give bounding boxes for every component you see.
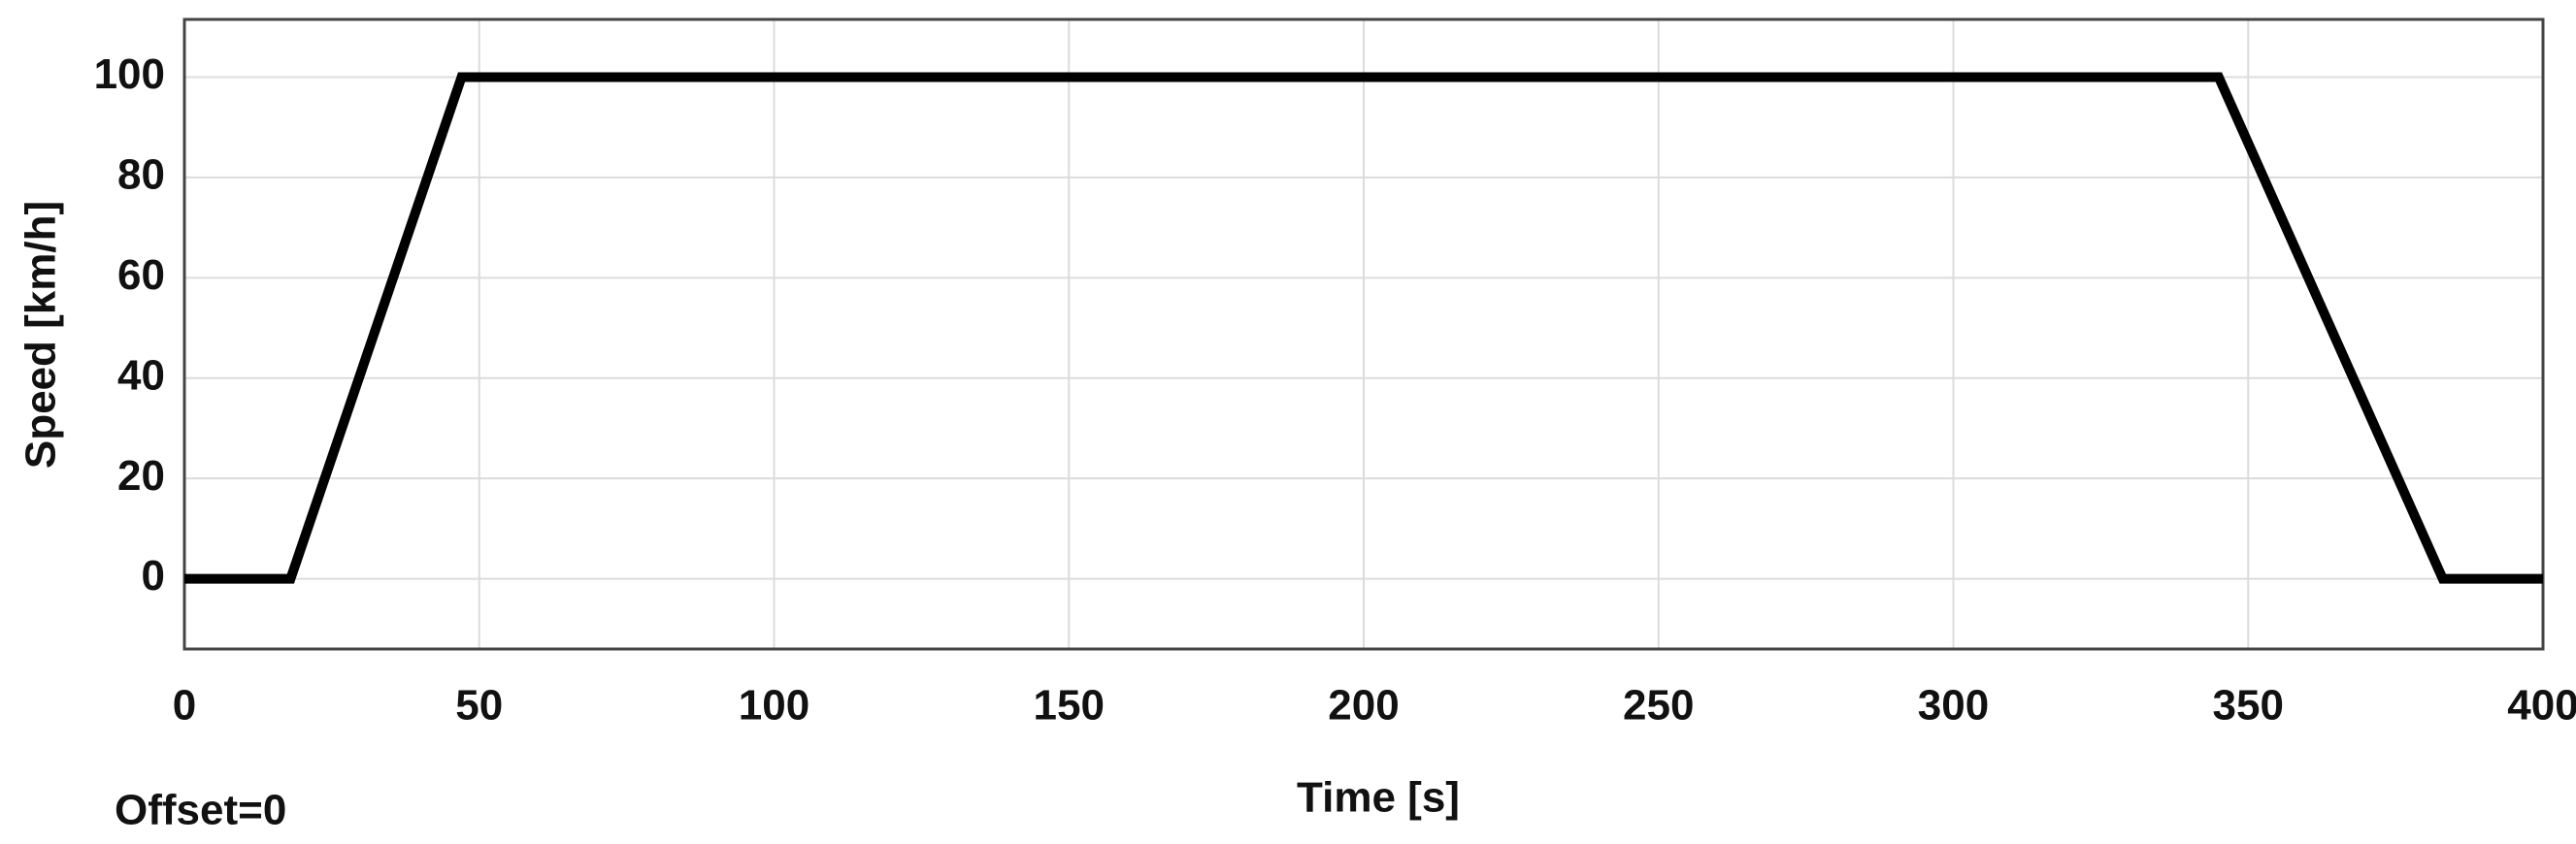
x-tick-label: 200 bbox=[1328, 682, 1399, 730]
x-tick-label: 150 bbox=[1034, 682, 1105, 730]
y-tick-label: 60 bbox=[117, 251, 165, 299]
x-tick-label: 50 bbox=[455, 682, 503, 730]
x-tick-label: 250 bbox=[1623, 682, 1694, 730]
x-tick-label: 100 bbox=[739, 682, 809, 730]
y-tick-label: 80 bbox=[117, 151, 165, 199]
x-tick-label: 0 bbox=[173, 682, 196, 730]
x-tick-label: 400 bbox=[2507, 682, 2576, 730]
y-tick-label: 100 bbox=[94, 50, 165, 98]
y-axis-label: Speed [km/h] bbox=[17, 201, 65, 469]
line-series bbox=[184, 72, 2543, 584]
y-tick-label: 0 bbox=[142, 552, 165, 600]
y-tick-label: 40 bbox=[117, 351, 165, 399]
x-axis-label: Time [s] bbox=[1297, 774, 1460, 822]
x-tick-label: 300 bbox=[1918, 682, 1989, 730]
annotation: Offset=0 bbox=[115, 787, 286, 834]
x-tick-label: 350 bbox=[2213, 682, 2284, 730]
y-tick-label: 20 bbox=[117, 452, 165, 500]
plot-frame bbox=[182, 17, 2545, 651]
